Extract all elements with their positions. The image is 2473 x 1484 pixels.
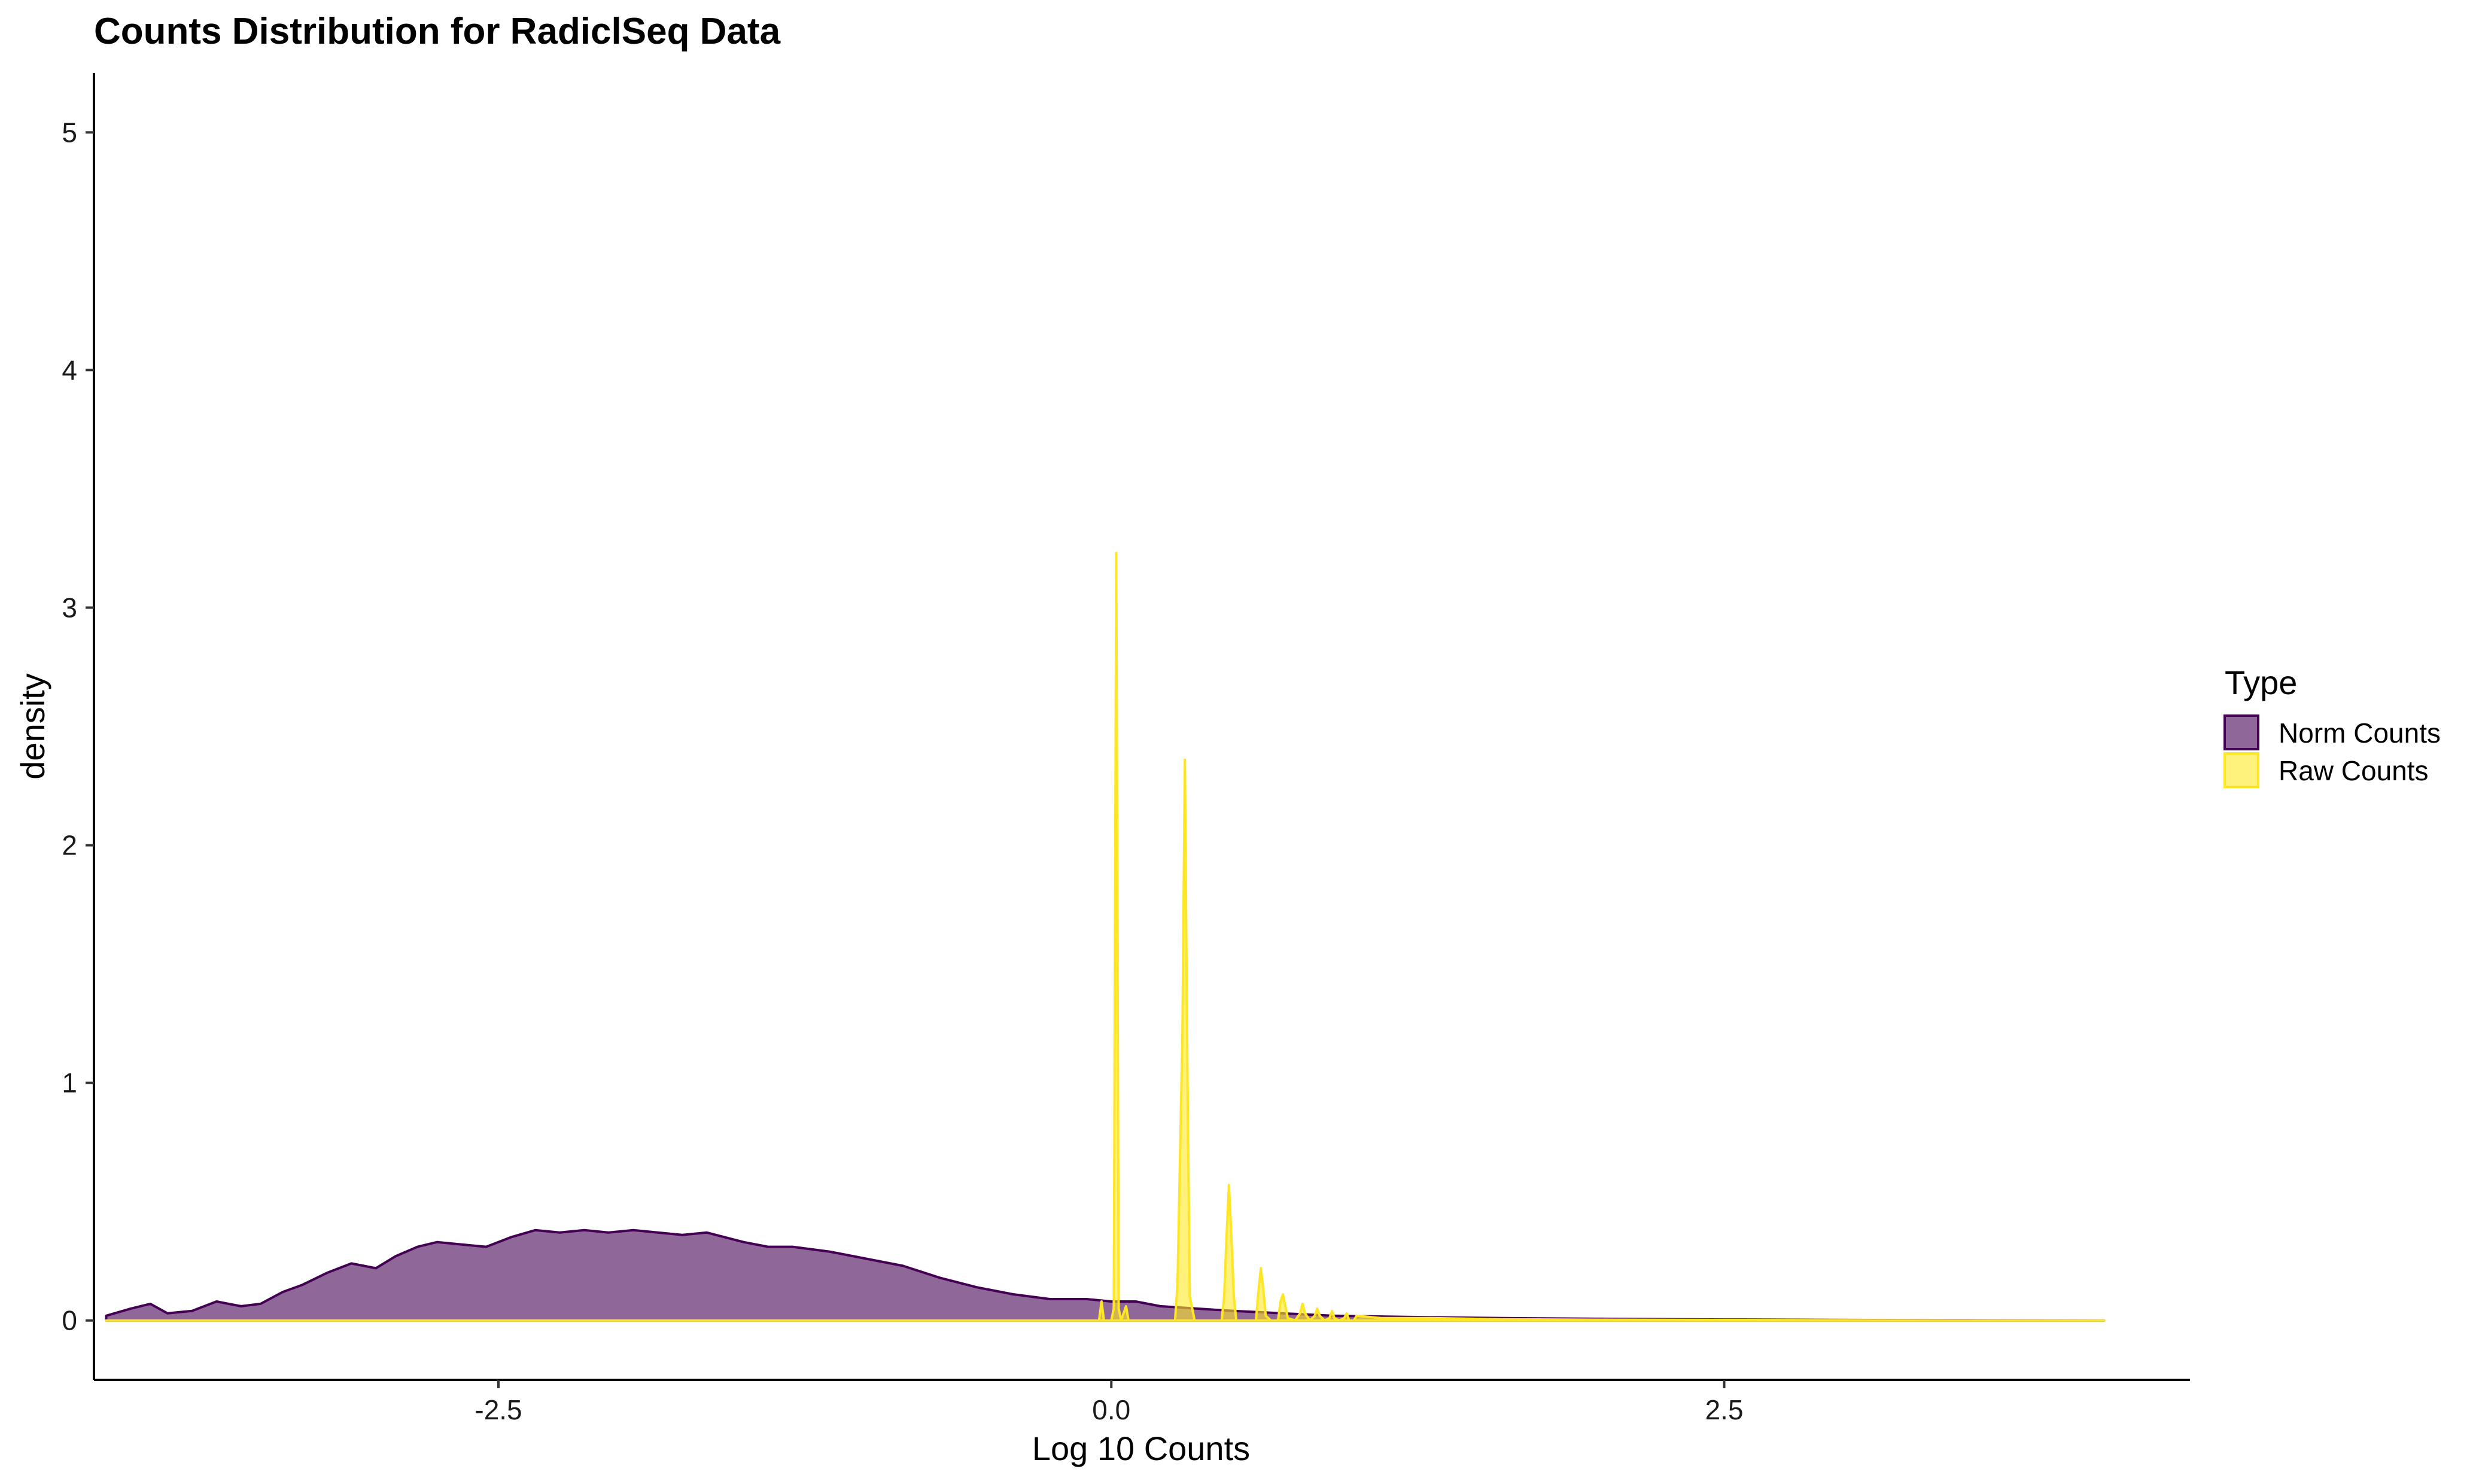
legend-key-raw-counts	[2223, 752, 2259, 788]
x-tick-label: 2.5	[1705, 1394, 1744, 1425]
density-area-raw-counts	[105, 552, 2106, 1322]
legend-label-norm-counts: Norm Counts	[2279, 717, 2441, 749]
y-tick-label: 3	[62, 592, 77, 623]
y-tick-label: 2	[62, 830, 77, 861]
y-tick-label: 0	[62, 1305, 77, 1336]
legend-key-norm-counts	[2223, 714, 2259, 750]
y-axis-title: density	[14, 673, 51, 779]
y-tick-label: 4	[62, 354, 77, 385]
x-tick-label: -2.5	[474, 1394, 522, 1425]
x-tick-label: 0.0	[1092, 1394, 1130, 1425]
chart-title: Counts Distribution for RadiclSeq Data	[94, 11, 781, 52]
y-tick-label: 5	[62, 117, 77, 148]
legend: Type Norm Counts Raw Counts	[2223, 664, 2441, 788]
density-area-norm-counts	[105, 1228, 2106, 1322]
y-tick-label: 1	[62, 1068, 77, 1099]
y-axis-ticks: 0 1 2 3 4 5	[62, 117, 94, 1336]
x-axis-ticks: -2.5 0.0 2.5	[474, 1380, 1744, 1425]
legend-title: Type	[2225, 664, 2297, 701]
x-axis-title: Log 10 Counts	[1032, 1430, 1250, 1467]
legend-label-raw-counts: Raw Counts	[2279, 755, 2429, 786]
plot-area	[105, 552, 2106, 1322]
